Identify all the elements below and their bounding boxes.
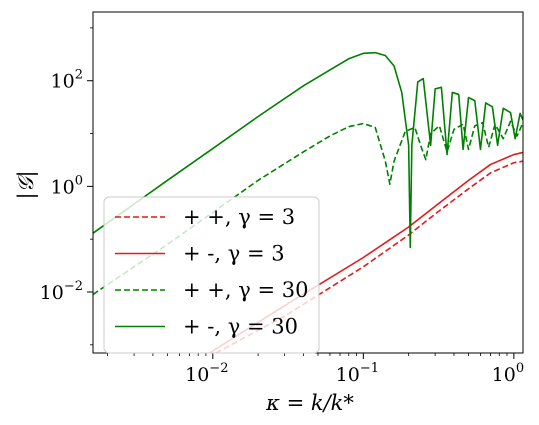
x-axis-label: κ = k/k* <box>265 391 354 415</box>
y-axis-label: |𝒢| <box>14 170 39 199</box>
x-tick-label: 10−2 <box>185 361 228 386</box>
legend: + +, γ = 3 + -, γ = 3 + +, γ = 30 + -, γ = … <box>103 196 320 354</box>
tick-layer: 10−2 10−1 100 10−2 100 102 <box>40 27 524 386</box>
y-tick-label: 102 <box>51 68 83 93</box>
legend-entry: + -, γ = 30 <box>183 315 298 339</box>
x-tick-label: 10−1 <box>336 361 379 386</box>
legend-box <box>103 196 320 354</box>
x-tick-label: 100 <box>492 361 524 386</box>
legend-entry: + +, γ = 30 <box>183 278 308 302</box>
legend-entry: + +, γ = 3 <box>183 205 295 229</box>
y-tick-label: 100 <box>51 173 83 198</box>
legend-entry: + -, γ = 3 <box>183 242 285 266</box>
series-line-4 <box>93 51 523 249</box>
series-line-3 <box>93 120 523 296</box>
y-tick-label: 10−2 <box>40 279 83 304</box>
